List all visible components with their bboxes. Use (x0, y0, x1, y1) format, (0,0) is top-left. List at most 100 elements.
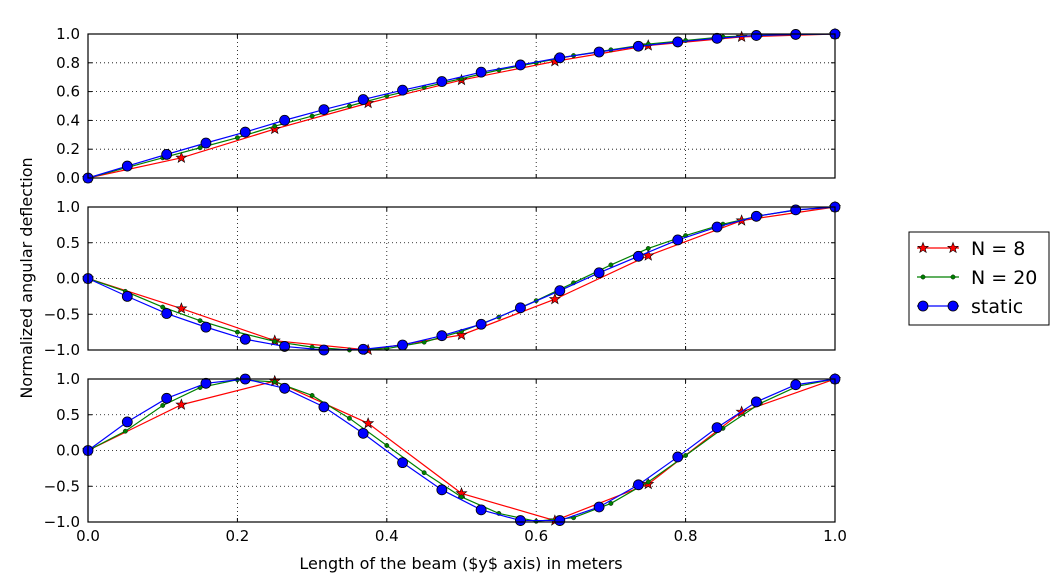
x-axis-title: Length of the beam ($y$ axis) in meters (299, 554, 622, 573)
point-n-20 (272, 339, 278, 344)
y-axis-title: Normalized angular deflection (17, 157, 36, 398)
point-static (672, 234, 684, 246)
plot-frame (87, 206, 836, 351)
point-static (357, 94, 369, 105)
y-tick-label: 0.6 (56, 83, 80, 101)
y-tick-label: 0.5 (56, 234, 80, 252)
legend-label: static (971, 296, 1023, 318)
point-static (200, 137, 212, 149)
point-static (357, 343, 369, 355)
legend-marker (917, 300, 929, 312)
point-static (554, 515, 566, 526)
point-static (593, 267, 605, 279)
point-n-20 (309, 113, 315, 119)
point-n-20 (421, 470, 427, 476)
x-tick-label: 0.2 (225, 527, 249, 545)
point-static (593, 501, 605, 513)
point-static (279, 341, 291, 352)
point-static (554, 52, 566, 64)
point-n-20 (347, 415, 352, 421)
legend-marker (946, 241, 960, 254)
point-n-20 (309, 393, 315, 398)
point-static (475, 504, 487, 516)
point-static (161, 148, 173, 160)
point-static (711, 422, 723, 434)
point-n-20 (608, 501, 614, 506)
point-n-20 (533, 518, 539, 524)
point-static (672, 36, 684, 48)
point-n-8 (362, 416, 375, 429)
y-tick-label: 1.0 (56, 25, 80, 43)
point-n-8 (175, 302, 188, 314)
point-static (121, 416, 133, 428)
y-tick-label: 0.0 (56, 442, 80, 460)
point-static (161, 392, 173, 404)
point-static (750, 210, 762, 222)
y-tick-label: 0.2 (56, 140, 80, 158)
legend-label: N = 20 (971, 267, 1037, 289)
point-n-20 (197, 145, 203, 151)
y-tick-label: −1.0 (44, 341, 80, 359)
point-static (593, 46, 605, 58)
y-tick-label: −1.0 (44, 513, 80, 531)
y-tick-label: 0.8 (56, 54, 80, 72)
y-tick-label: 1.0 (56, 370, 80, 388)
point-static (711, 32, 723, 44)
x-tick-label: 0.0 (76, 527, 100, 545)
series-group (81, 27, 842, 184)
point-n-20 (160, 403, 166, 408)
point-static (515, 515, 526, 526)
point-n-20 (234, 329, 240, 335)
point-static (632, 479, 644, 491)
point-static (515, 59, 526, 71)
x-tick-label: 0.4 (375, 527, 399, 545)
y-tick-label: 0.0 (56, 169, 80, 187)
point-static (357, 427, 369, 439)
subplot-1: 0.0 0.2 0.4 0.6 0.8 1.0 (56, 25, 842, 187)
point-static (475, 318, 487, 330)
y-tick-label: −0.5 (44, 477, 80, 495)
series-line-static (87, 206, 836, 351)
point-static (121, 160, 133, 172)
legend-label: N = 8 (971, 238, 1025, 260)
series-line-static (87, 33, 836, 179)
subplot-3: −1.0 −0.5 0.0 0.5 1.0 0.0 0.2 0.4 0.6 0.8 1.0 (44, 370, 847, 545)
point-n-20 (234, 135, 240, 141)
point-n-20 (645, 479, 651, 485)
point-static (161, 308, 173, 319)
point-static (200, 321, 212, 333)
point-n-20 (197, 318, 203, 324)
legend-item-static: static (917, 296, 1023, 318)
series-line-n-8 (87, 33, 836, 179)
point-static (436, 484, 448, 496)
point-static (397, 84, 408, 96)
series-group (81, 200, 842, 356)
point-static (318, 401, 330, 413)
y-tick-label: −0.5 (44, 305, 80, 323)
point-static (554, 285, 566, 297)
point-n-20 (347, 103, 352, 109)
subplot-2: −1.0 −0.5 0.0 0.5 1.0 (44, 198, 842, 359)
point-static (279, 114, 291, 126)
point-static (515, 302, 526, 314)
x-tick-label: 0.8 (674, 527, 698, 545)
point-n-8 (455, 328, 468, 341)
point-static (711, 221, 723, 233)
point-static (200, 377, 212, 389)
series-line-static (87, 378, 836, 522)
y-tick-label: 0.4 (56, 111, 80, 129)
point-n-20 (272, 123, 278, 129)
point-static (436, 330, 448, 342)
x-tick-label: 1.0 (823, 527, 847, 545)
legend-item-n-8: N = 8 (916, 238, 1025, 260)
y-tick-label: 1.0 (56, 198, 80, 216)
point-n-20 (122, 428, 128, 434)
plot-frame (87, 378, 836, 523)
y-tick-label: 0.5 (56, 406, 80, 424)
legend-marker (920, 274, 926, 280)
point-static (436, 76, 448, 87)
point-static (790, 379, 802, 391)
point-static (121, 290, 133, 302)
point-n-20 (384, 443, 390, 448)
point-static (750, 396, 762, 408)
